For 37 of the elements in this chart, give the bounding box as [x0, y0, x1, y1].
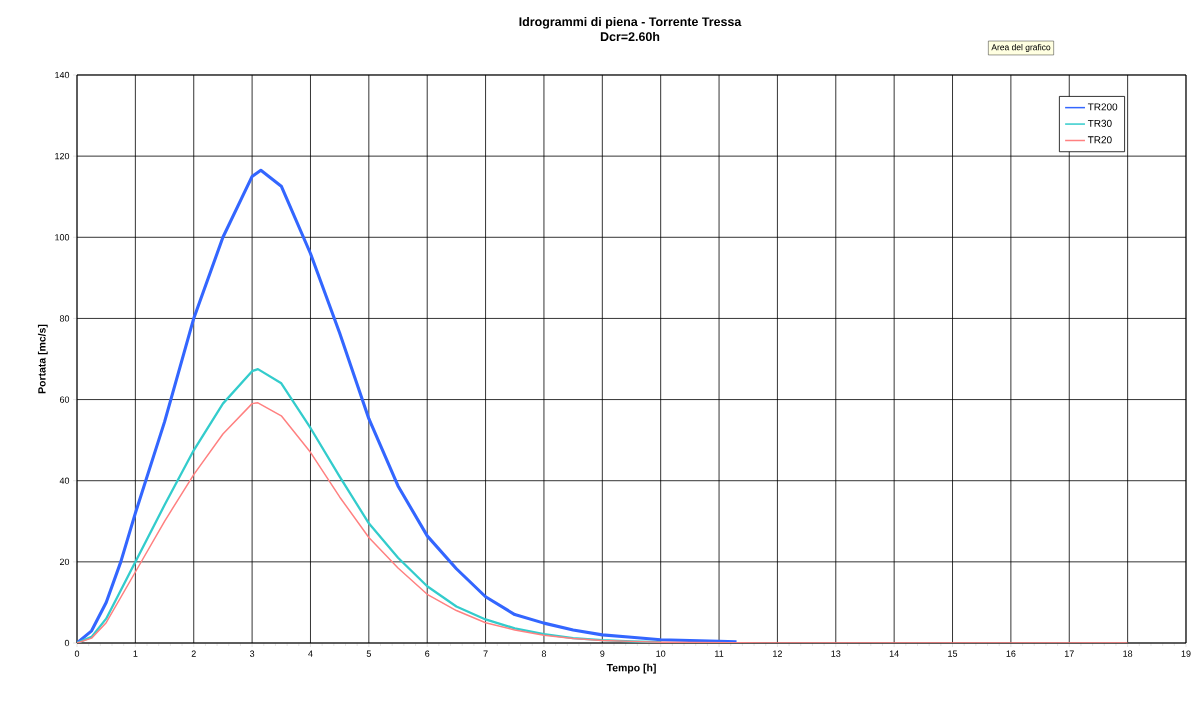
y-tick-label: 120 — [55, 152, 70, 160]
x-tick-label: 6 — [425, 650, 430, 657]
legend-label: TR200 — [1087, 103, 1118, 111]
x-tick-label: 18 — [1123, 650, 1133, 657]
x-tick-label: 7 — [483, 650, 488, 657]
x-tick-label: 8 — [541, 650, 547, 657]
y-tick-label: 60 — [59, 396, 70, 403]
x-tick-label: 11 — [715, 650, 724, 657]
x-tick-label: 2 — [191, 650, 196, 657]
x-tick-label: 12 — [773, 650, 782, 657]
y-axis-title: Portata [mc/s] — [37, 324, 48, 394]
y-tick-label: 20 — [59, 558, 70, 566]
x-tick-label: 16 — [1006, 650, 1016, 657]
chart-subtitle: Dcr=2.60h — [600, 31, 660, 42]
line-series — [77, 168, 739, 643]
x-tick-label: 19 — [1181, 650, 1191, 657]
x-tick-label: 15 — [948, 650, 958, 657]
y-tick-label: 80 — [59, 315, 70, 322]
x-tick-label: 13 — [831, 650, 841, 657]
x-tick-label: 17 — [1064, 650, 1074, 657]
legend-label: TR30 — [1087, 119, 1112, 127]
x-axis-title: Tempo [h] — [606, 663, 656, 674]
x-tick-label: 3 — [249, 650, 255, 657]
x-tick-label: 14 — [889, 650, 899, 657]
x-tick-label: 5 — [366, 650, 371, 657]
x-tick-label: 1 — [133, 650, 138, 657]
y-tick-label: 40 — [59, 477, 70, 484]
chart-title: Idrogrammi di piena - Torrente Tressa — [519, 16, 742, 29]
legend-label: TR20 — [1087, 136, 1112, 144]
y-tick-label: 0 — [64, 639, 70, 647]
text: Area del grafico — [991, 44, 1051, 52]
x-tick-label: 9 — [600, 650, 605, 657]
x-tick-label: 4 — [308, 650, 313, 657]
x-tick-label: 10 — [656, 650, 666, 657]
y-tick-label: 140 — [55, 71, 70, 79]
y-tick-label: 100 — [55, 234, 70, 241]
x-tick-label: 0 — [74, 650, 80, 657]
